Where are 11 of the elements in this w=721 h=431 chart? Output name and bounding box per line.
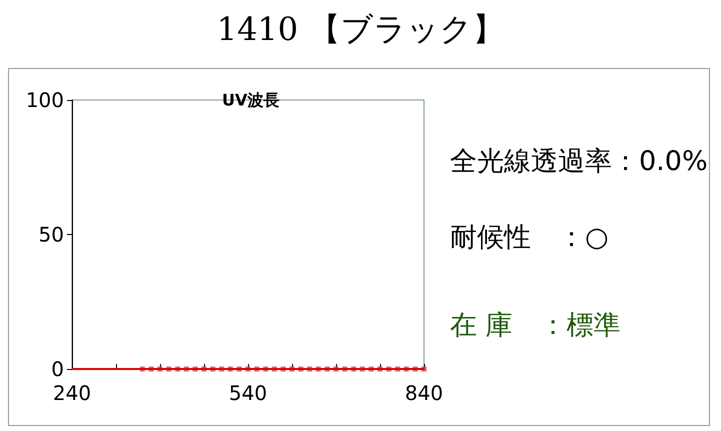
text: 全光線透過率：0.0% <box>450 146 708 177</box>
annotation: UV波長 <box>222 90 280 110</box>
text: 在 庫 ：標準 <box>450 310 621 341</box>
x-tick-label: 840 <box>404 381 444 405</box>
x-tick-label: 240 <box>52 381 92 405</box>
y-tick-label: 100 <box>26 88 64 112</box>
y-tick-label: 50 <box>38 222 64 246</box>
chart-title: 1410 【ブラック】 <box>216 10 504 48</box>
y-tick-label: 0 <box>51 357 64 381</box>
text: 耐候性 ：○ <box>450 222 609 253</box>
x-tick-label: 540 <box>228 381 268 405</box>
